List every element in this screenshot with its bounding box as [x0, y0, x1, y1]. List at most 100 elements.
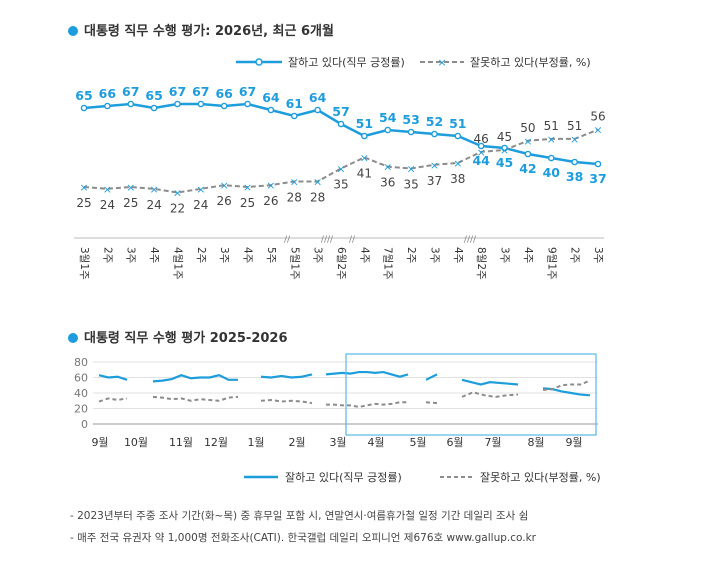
positive-segment [461, 378, 519, 386]
positive-data-label: 65 [145, 88, 162, 103]
positive-point [150, 104, 158, 112]
legend1-pos-label: 잘하고 있다(직무 긍정률) [288, 55, 405, 69]
negative-data-label: 24 [146, 198, 161, 212]
negative-point: × [477, 146, 486, 159]
x-tick-label: 5월1주 [288, 247, 300, 280]
chart2-title-text: 대통령 직무 수행 평가 2025-2026 [84, 331, 288, 346]
negative-data-label: 56 [590, 110, 605, 124]
negative-point: × [406, 163, 415, 176]
negative-point: × [383, 161, 392, 174]
positive-data-label: 44 [472, 153, 490, 168]
positive-point [571, 158, 578, 166]
x-tick-label: 8월2주 [475, 247, 487, 280]
x-tick-label: 3주 [218, 247, 230, 264]
positive-data-label: 64 [262, 90, 280, 105]
negative-data-label: 26 [263, 194, 278, 208]
bullet-dot-icon [68, 26, 78, 36]
month-tick-label: 12월 [204, 436, 228, 449]
positive-data-label: 61 [286, 96, 303, 111]
negative-data-label: 25 [76, 196, 91, 210]
axis-break-marker: // [349, 235, 356, 245]
x-tick-label: 3주 [428, 247, 440, 264]
negative-data-label: 35 [403, 178, 418, 192]
x-tick-label: 5주 [265, 247, 277, 264]
negative-point: × [547, 133, 556, 146]
x-tick-label: 3주 [125, 247, 137, 264]
month-tick-label: 6월 [446, 436, 463, 449]
positive-point [337, 120, 345, 128]
positive-point [220, 102, 228, 110]
negative-data-label: 38 [450, 172, 465, 186]
positive-data-label: 66 [215, 86, 233, 101]
negative-point: × [126, 181, 135, 194]
positive-data-label: 51 [449, 116, 466, 131]
positive-data-label: 54 [379, 110, 397, 125]
positive-data-label: 40 [543, 165, 561, 180]
y-tick-label: 60 [74, 372, 88, 385]
negative-point: × [313, 175, 322, 188]
positive-point [501, 144, 508, 152]
highlight-box [345, 353, 597, 436]
x-tick-label: 4월1주 [171, 247, 183, 280]
positive-data-label: 38 [566, 169, 583, 184]
positive-segment [260, 373, 313, 379]
x-tick-label: 6월2주 [335, 247, 347, 280]
positive-data-label: 65 [75, 88, 92, 103]
positive-point [454, 132, 462, 140]
positive-data-label: 67 [192, 84, 209, 99]
positive-point [384, 126, 392, 134]
positive-point [127, 100, 135, 108]
negative-point: × [523, 135, 532, 148]
negative-data-label: 24 [193, 198, 208, 212]
negative-data-label: 25 [123, 196, 138, 210]
negative-segment [260, 398, 313, 405]
month-tick-label: 4월 [367, 436, 384, 449]
legend1-neg-marker: × [437, 56, 446, 69]
negative-point: × [220, 179, 229, 192]
positive-point [244, 100, 251, 108]
month-tick-label: 9월 [565, 436, 582, 449]
negative-data-label: 25 [240, 196, 255, 210]
month-tick-label: 10월 [124, 436, 148, 449]
chart1-title-text: 대통령 직무 수행 평가: 2026년, 최근 6개월 [84, 24, 334, 39]
positive-segment [425, 373, 438, 381]
positive-point [477, 142, 485, 150]
positive-segment [152, 374, 238, 383]
axis-break-marker: // [284, 235, 291, 245]
positive-data-label: 51 [356, 116, 373, 131]
month-tick-label: 8월 [527, 436, 544, 449]
x-tick-label: 4주 [358, 247, 370, 264]
negative-data-label: 45 [497, 130, 512, 144]
positive-data-label: 52 [426, 114, 443, 129]
negative-segment [542, 379, 591, 391]
series-negative-line [83, 128, 599, 194]
y-tick-label: 20 [74, 403, 88, 416]
negative-point: × [79, 181, 88, 194]
positive-point [524, 150, 532, 158]
positive-point [594, 160, 602, 168]
negative-segment [425, 401, 438, 405]
positive-segment [325, 370, 409, 378]
negative-segment [461, 391, 519, 398]
positive-point [80, 104, 88, 112]
negative-point: × [570, 133, 579, 146]
y-tick-label: 40 [74, 387, 88, 400]
negative-point: × [290, 175, 299, 188]
negative-point: × [173, 187, 182, 200]
negative-segment [326, 401, 408, 408]
footnote-1: - 2023년부터 주중 조사 기간(화~목) 중 휴무일 포함 시, 연말연시… [70, 510, 529, 522]
bullet-dot-icon [68, 333, 78, 343]
positive-point [174, 100, 181, 108]
negative-data-label: 46 [474, 132, 489, 146]
negative-data-label: 36 [380, 176, 395, 190]
negative-point: × [500, 144, 509, 157]
x-tick-label: 4주 [522, 247, 534, 264]
negative-data-label: 51 [567, 119, 582, 133]
positive-point [314, 106, 321, 114]
chart1-title: 대통령 직무 수행 평가: 2026년, 최근 6개월 [68, 20, 334, 39]
positive-data-label: 53 [402, 112, 419, 127]
positive-point [104, 102, 111, 110]
negative-data-label: 50 [520, 121, 535, 135]
negative-point: × [149, 183, 158, 196]
